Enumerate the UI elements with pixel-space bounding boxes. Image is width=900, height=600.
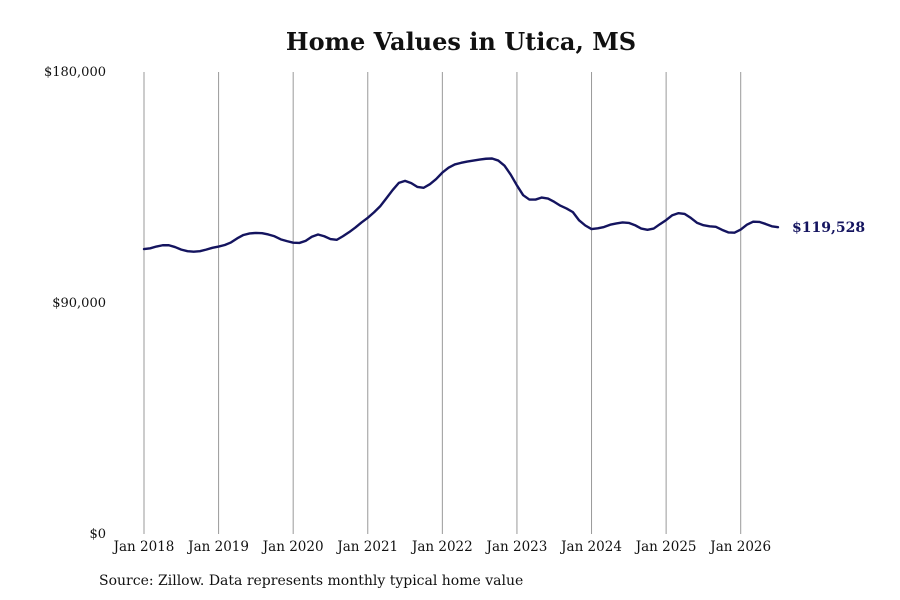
y-tick-label: $180,000 [44, 65, 106, 80]
y-tick-label: $90,000 [52, 296, 106, 311]
x-tick-label: Jan 2025 [634, 539, 697, 555]
series-line-0 [142, 157, 780, 253]
x-tick-label: Jan 2021 [335, 539, 398, 555]
x-axis-tick-labels: Jan 2018 Jan 2019 Jan 2020 Jan 2021 Jan 2022… [112, 539, 772, 555]
x-tick-label: Jan 2026 [708, 539, 771, 555]
x-tick-label: Jan 2019 [186, 539, 249, 555]
x-tick-label: Jan 2020 [261, 539, 324, 555]
end-value-label: $119,528 [792, 220, 865, 236]
series-group [142, 157, 780, 253]
y-axis-tick-labels: $0 $90,000 $180,000 [44, 65, 106, 542]
y-tick-label: $0 [89, 527, 106, 542]
x-tick-label: Jan 2022 [410, 539, 473, 555]
vertical-gridlines [143, 72, 742, 534]
x-tick-label: Jan 2018 [112, 539, 175, 555]
x-tick-label: Jan 2023 [485, 539, 548, 555]
source-note: Source: Zillow. Data represents monthly … [99, 573, 524, 589]
x-tick-label: Jan 2024 [559, 539, 622, 555]
end-value-label-group: $119,528 [792, 220, 865, 236]
chart-title: Home Values in Utica, MS [285, 27, 637, 56]
